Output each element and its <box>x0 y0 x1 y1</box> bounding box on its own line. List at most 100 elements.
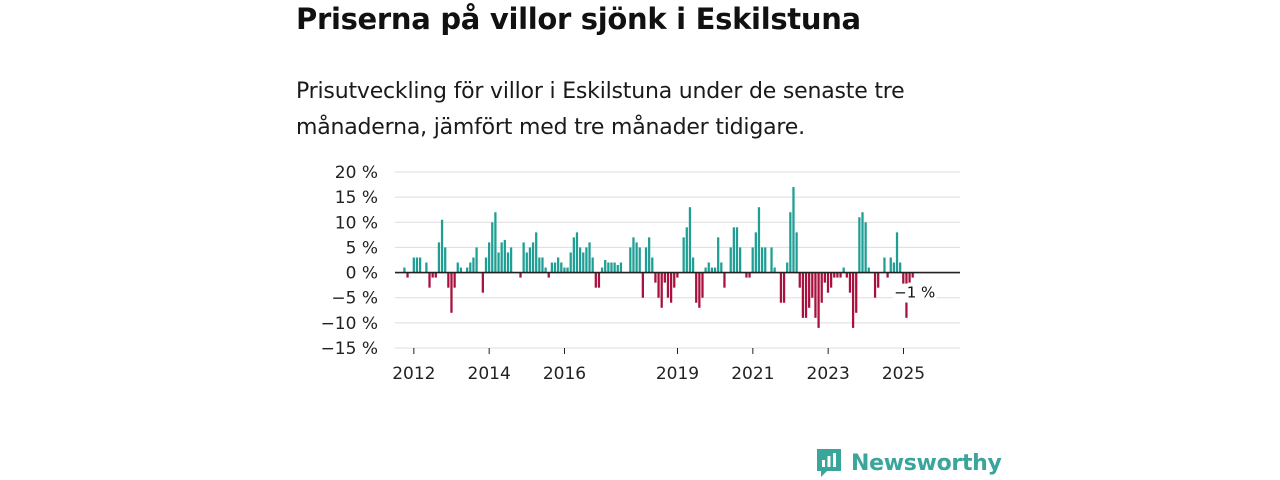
bar-negative <box>902 272 905 288</box>
x-tick-label: 2016 <box>543 364 586 384</box>
bar-positive <box>553 262 557 273</box>
bar-positive <box>770 247 773 273</box>
bar-negative <box>745 272 748 278</box>
y-tick-label: 20 % <box>335 163 378 183</box>
bar-negative <box>669 272 673 303</box>
bar-positive <box>563 267 566 273</box>
bar-positive <box>688 207 692 273</box>
bar-positive <box>648 237 651 273</box>
bar-positive <box>469 262 472 273</box>
bar-positive <box>682 237 685 273</box>
bar-positive <box>425 262 428 273</box>
bar-positive <box>644 247 648 273</box>
bar-negative <box>845 272 848 278</box>
bar-positive <box>861 212 864 273</box>
bar-positive <box>475 247 478 273</box>
bar-positive <box>412 257 415 273</box>
bar-positive <box>616 265 619 273</box>
chart-subtitle: Prisutveckling för villor i Eskilstuna u… <box>296 79 905 140</box>
bar-positive <box>466 267 469 273</box>
y-tick-label: −15 % <box>321 339 378 359</box>
bar-positive <box>509 247 513 273</box>
bar-positive <box>544 267 547 273</box>
bar-negative <box>676 272 679 278</box>
bar-positive <box>651 257 654 273</box>
x-tick-label: 2021 <box>731 364 774 384</box>
bar-positive <box>557 257 560 273</box>
bar-positive <box>607 262 610 273</box>
bar-negative <box>673 272 676 288</box>
bar-positive <box>591 257 594 273</box>
bar-negative <box>801 272 805 318</box>
bar-negative <box>641 272 644 298</box>
bar-positive <box>842 267 845 273</box>
bar-negative <box>820 272 823 303</box>
bar-negative <box>594 272 597 288</box>
x-tick-label: 2012 <box>392 364 435 384</box>
y-tick-label: 5 % <box>346 238 378 258</box>
bar-negative <box>748 272 751 278</box>
bar-negative <box>666 272 670 298</box>
bar-positive <box>572 237 575 273</box>
bar-positive <box>773 267 776 273</box>
bar-positive <box>760 247 764 273</box>
bar-negative <box>823 272 826 283</box>
x-tick-label: 2019 <box>656 364 699 384</box>
bar-positive <box>550 262 554 273</box>
bar-positive <box>619 262 623 273</box>
bar-positive <box>459 267 463 273</box>
bar-negative <box>434 272 437 278</box>
newsworthy-brand: Newsworthy <box>815 446 1002 480</box>
bar-positive <box>789 212 792 273</box>
bar-positive <box>895 232 899 273</box>
bar-positive <box>691 257 695 273</box>
bar-positive <box>729 247 732 273</box>
bar-positive <box>757 207 761 273</box>
bar-negative <box>547 272 550 278</box>
x-axis-ticks: 2012 2014 2016 2019 2021 2023 2025 <box>392 348 925 384</box>
y-tick-label: 10 % <box>335 213 378 233</box>
bar-negative <box>597 272 601 288</box>
bar-positive <box>751 247 754 273</box>
bar-negative <box>808 272 811 308</box>
bar-positive <box>717 237 720 273</box>
bar-positive <box>494 212 497 273</box>
bar-negative <box>698 272 701 308</box>
y-axis-tick-labels: 20 % 15 % 10 % 5 % 0 % −5 % −10 % −15 % <box>321 163 378 359</box>
bar-negative <box>833 272 836 278</box>
bar-positive <box>613 262 616 273</box>
bar-negative <box>873 272 877 298</box>
y-tick-label: 0 % <box>346 264 378 284</box>
x-tick-label: 2025 <box>882 364 925 384</box>
bar-positive <box>506 252 510 273</box>
bar-positive <box>484 257 488 273</box>
bar-negative <box>839 272 842 278</box>
bar-positive <box>440 219 444 273</box>
bar-negative <box>779 272 783 303</box>
bar-negative <box>663 272 666 283</box>
bar-negative <box>886 272 889 278</box>
bar-positive <box>867 267 870 273</box>
bar-negative <box>660 272 663 308</box>
bar-positive <box>710 267 714 273</box>
bar-negative <box>877 272 880 288</box>
bar-positive <box>575 232 579 273</box>
bar-positive <box>437 242 441 273</box>
bar-positive <box>685 227 688 273</box>
bar-positive <box>792 187 795 273</box>
bar-negative <box>798 272 801 288</box>
bar-negative <box>406 272 409 278</box>
chart-gridlines <box>395 171 960 349</box>
bar-positive <box>578 247 582 273</box>
bar-positive <box>541 257 544 273</box>
bar-positive <box>500 242 503 273</box>
bar-positive <box>795 232 798 273</box>
bar-positive <box>491 222 494 273</box>
bar-negative <box>911 272 914 278</box>
bar-positive <box>629 247 632 273</box>
bar-negative <box>657 272 660 298</box>
bar-positive <box>418 257 422 273</box>
y-tick-label: 15 % <box>335 188 378 208</box>
bar-negative <box>826 272 830 293</box>
x-tick-label: 2023 <box>807 364 850 384</box>
